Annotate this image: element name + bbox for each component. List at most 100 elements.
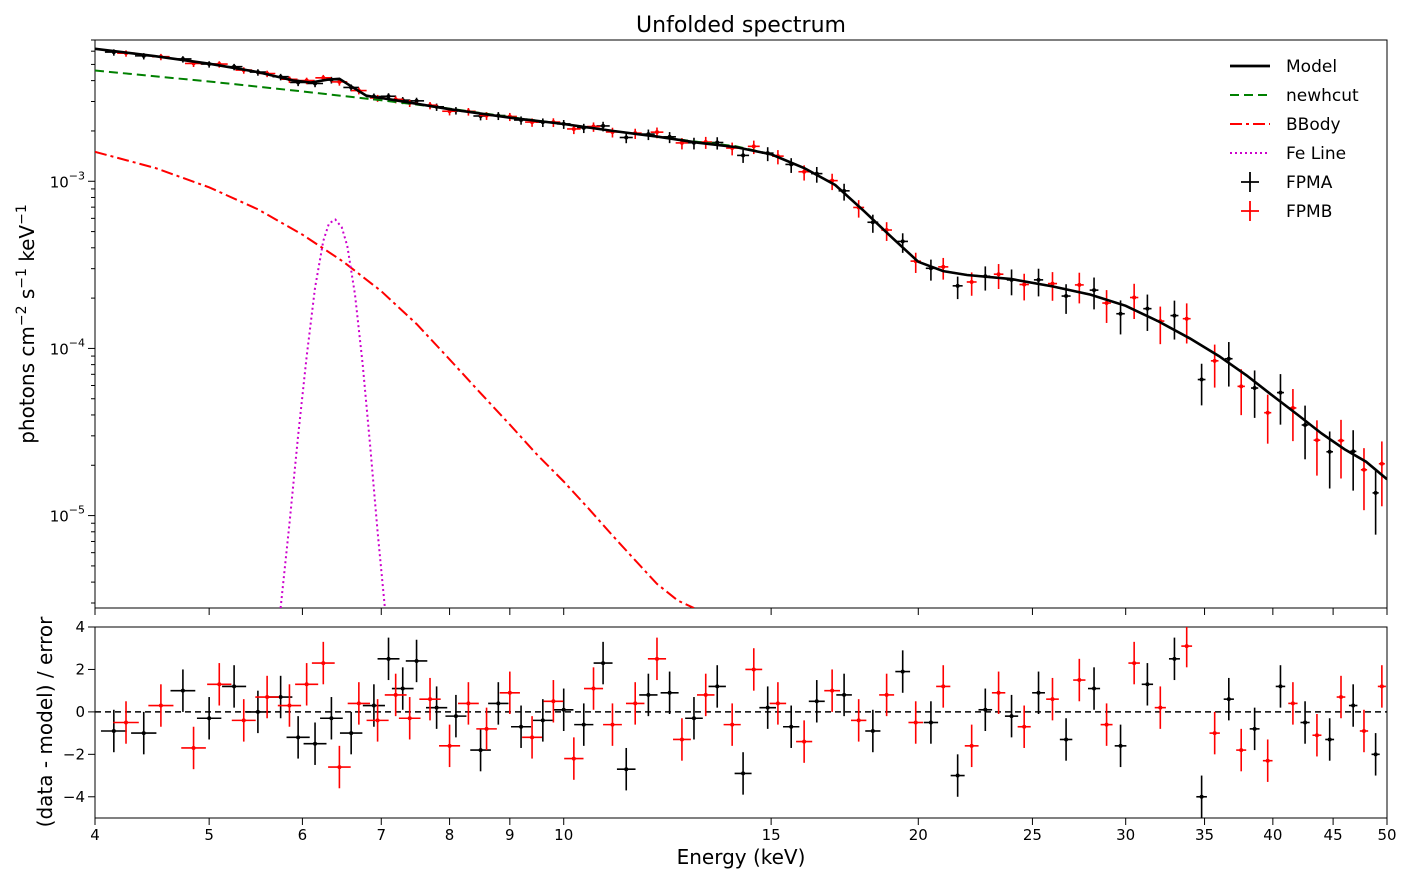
fpma-residual-point [1223, 677, 1234, 721]
fpma-residual-point [708, 665, 726, 708]
residual-marker [400, 686, 405, 691]
fpmb-residual-point [1209, 711, 1220, 755]
legend-label: BBody [1286, 115, 1341, 135]
fpmb-spectrum-point [993, 264, 1004, 290]
fpma-residual-point [170, 669, 196, 712]
x-tick-label: 40 [1263, 826, 1282, 844]
fpma-residual-point [286, 716, 310, 759]
fpma-residual-point [405, 639, 428, 683]
fpma-residual-point [1141, 663, 1154, 706]
residual-marker [255, 709, 260, 714]
fpma-residual-point [1059, 718, 1073, 761]
residual-marker [321, 661, 326, 666]
residual-marker [124, 720, 129, 725]
data-marker [1050, 281, 1055, 286]
data-marker [654, 130, 659, 135]
fpma-residual-point [1300, 701, 1310, 744]
fpma-residual-point [470, 728, 491, 772]
fpma-residual-point [759, 686, 777, 729]
y-tick-exponent: −4 [69, 336, 85, 349]
fpma-residual-point [553, 688, 574, 731]
fpmb-residual-point [1262, 739, 1273, 782]
residual-marker [393, 692, 398, 697]
data-marker [802, 169, 807, 174]
fpmb-spectrum-point [1102, 290, 1111, 323]
residual-marker [180, 688, 185, 693]
fpma-residual-point [1114, 724, 1127, 768]
fpmb-residual-point [1312, 714, 1322, 757]
residual-marker [646, 692, 651, 697]
data-marker [679, 140, 684, 145]
residual-marker [207, 716, 212, 721]
fpma-spectrum-point [1197, 363, 1206, 406]
y-tick-label: 10−5 [50, 504, 85, 526]
fpmb-residual-point [879, 673, 895, 717]
legend-label: FPMA [1286, 173, 1333, 193]
fpmb-residual-point [1181, 627, 1193, 668]
data-marker [1064, 294, 1069, 299]
residual-marker [703, 692, 708, 697]
data-marker [1303, 422, 1308, 427]
legend-label: Fe Line [1286, 144, 1346, 164]
data-marker [1104, 301, 1109, 306]
x-tick-label: 35 [1195, 826, 1214, 844]
data-marker [1118, 311, 1123, 316]
x-tick-label: 50 [1377, 826, 1396, 844]
residual-marker [313, 741, 318, 746]
residual-marker [830, 688, 835, 693]
fpmb-residual-point [1100, 703, 1113, 746]
residual-marker [375, 718, 380, 723]
fpma-residual-point [783, 705, 800, 748]
fpma-spectrum-point [1251, 370, 1259, 418]
data-marker [571, 126, 576, 131]
residual-marker [141, 731, 146, 736]
fpma-residual-point [131, 711, 157, 755]
fpma-residual-point [511, 705, 532, 748]
residual-marker [1327, 737, 1332, 742]
residual-marker [337, 765, 342, 770]
fpmb-residual-point [1236, 728, 1247, 772]
fpma-spectrum-point [952, 276, 963, 300]
fpma-residual-point [1088, 667, 1101, 710]
residual-marker [496, 701, 501, 706]
residual-marker [1022, 724, 1027, 729]
data-marker [1339, 438, 1344, 443]
fpma-spectrum-point [1326, 431, 1333, 489]
fpmb-spectrum-point [650, 127, 664, 139]
fpma-residual-point [196, 697, 222, 740]
fpma-residual-point [1249, 707, 1260, 751]
legend-entry-newhcut: newhcut [1230, 86, 1359, 106]
fpmb-spectrum-point [1074, 272, 1084, 304]
fpma-residual-point [1032, 671, 1045, 715]
data-marker [941, 264, 946, 269]
fpma-residual-point [320, 697, 343, 740]
residual-marker [1373, 752, 1378, 757]
y-tick-label: 10−3 [50, 169, 85, 191]
legend-label: FPMB [1286, 202, 1332, 222]
fpmb-residual-point [1359, 709, 1369, 753]
fpmb-residual-point [113, 701, 139, 744]
legend-entry-fe-line: Fe Line [1230, 144, 1346, 164]
spectrum-y-axis-label: photons cm−2 s−1 keV−1 [14, 204, 39, 444]
legend-label: newhcut [1286, 86, 1359, 106]
fpma-residual-point [808, 680, 825, 723]
residual-marker [453, 714, 458, 719]
fpmb-residual-point [769, 682, 787, 725]
residual-marker [540, 718, 545, 723]
fpmb-residual-point [696, 673, 715, 717]
residual-marker [478, 748, 483, 753]
fpma-spectrum-point [1301, 405, 1309, 460]
fpma-spectrum-point [1116, 300, 1125, 335]
legend-entry-model: Model [1230, 57, 1337, 77]
residual-marker [870, 728, 875, 733]
residual-marker [265, 695, 270, 700]
fpmb-residual-point [398, 697, 421, 740]
data-marker [1226, 356, 1231, 361]
residual-marker [217, 682, 222, 687]
data-marker [741, 153, 746, 158]
fpmb-spectrum-point [798, 165, 810, 181]
fpma-residual-point [488, 682, 509, 725]
residual-marker [1361, 728, 1366, 733]
residual-marker [1104, 722, 1109, 727]
residual-marker [1172, 656, 1177, 661]
